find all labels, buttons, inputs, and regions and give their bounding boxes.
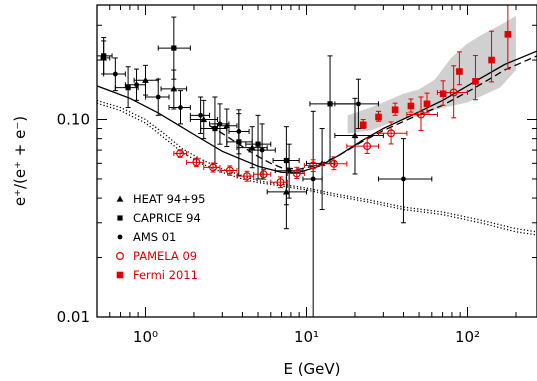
legend-item-pamela-09: PAMELA 09 [115, 249, 197, 263]
data-point [223, 122, 231, 129]
legend-item-caprice-94: CAPRICE 94 [117, 211, 201, 225]
legend-label: Fermi 2011 [133, 268, 198, 282]
data-point [255, 141, 261, 147]
data-point [423, 100, 431, 108]
data-point [375, 113, 382, 121]
data-point [472, 78, 479, 85]
legend-marker [116, 195, 124, 202]
legend-label: CAPRICE 94 [133, 211, 201, 225]
y-tick-label: 0.10 [57, 111, 90, 129]
x-axis-title: E (GeV) [283, 360, 340, 378]
model-curve-solid-0 [97, 50, 537, 174]
model-uncertainty-band [347, 15, 517, 134]
data-point [401, 176, 406, 182]
data-point [198, 112, 204, 118]
series-fermi-2011 [359, 5, 512, 130]
y-tick-label: 0.01 [57, 308, 90, 326]
legend-label: HEAT 94+95 [133, 192, 205, 206]
data-point [292, 169, 301, 178]
data-point [112, 71, 118, 77]
data-point [391, 106, 399, 114]
x-tick-label: 10² [455, 328, 480, 346]
data-point [170, 85, 178, 92]
x-tick-label: 10⁰ [133, 328, 158, 346]
series-ams-01 [103, 57, 433, 317]
x-tick-label: 10¹ [294, 328, 319, 346]
legend-label: AMS 01 [133, 230, 176, 244]
data-point [225, 166, 234, 175]
legend-marker [117, 215, 123, 221]
data-point [407, 102, 415, 110]
series-caprice-94 [97, 16, 356, 206]
data-point [200, 116, 208, 123]
data-point [134, 82, 139, 88]
model-curve-dashed-1 [209, 55, 537, 170]
legend-item-fermi-2011: Fermi 2011 [116, 268, 198, 282]
data-point [192, 158, 201, 167]
data-point [329, 159, 338, 168]
data-point [125, 85, 131, 91]
data-point [456, 68, 463, 75]
data-point [309, 161, 318, 170]
data-point [355, 101, 361, 107]
model-curve-layer [97, 50, 537, 236]
data-point [176, 149, 185, 158]
data-point [142, 76, 149, 83]
data-point [209, 163, 218, 172]
data-point [283, 157, 289, 164]
data-point [416, 110, 425, 119]
legend-marker [115, 252, 124, 261]
series-pamela-09 [173, 65, 469, 189]
y-axis-title: e⁺/(e⁺ + e⁻) [11, 116, 29, 206]
data-point [488, 56, 495, 64]
model-curve-dotted-2 [97, 99, 537, 233]
data-point [504, 31, 512, 38]
data-point [439, 90, 447, 98]
data-point [217, 121, 223, 127]
data-point [259, 147, 265, 153]
data-point [387, 129, 396, 138]
model-curve-dotted-3 [97, 102, 537, 236]
data-point [248, 144, 256, 151]
legend-label: PAMELA 09 [133, 249, 197, 263]
data-point [236, 129, 242, 134]
legend-marker [116, 271, 124, 279]
legend-marker [117, 234, 123, 240]
data-point [327, 101, 333, 107]
data-point [276, 178, 285, 187]
data-point [242, 172, 251, 181]
data-point [212, 125, 218, 132]
data-point [178, 105, 183, 110]
data-point [259, 170, 268, 179]
data-point [449, 88, 458, 97]
legend: HEAT 94+95 CAPRICE 94 AMS 01 PAMELA 09 Fermi… [115, 192, 205, 282]
data-point [310, 176, 316, 182]
model-band-layer [347, 15, 517, 134]
data-point [351, 132, 359, 139]
plot-frame [96, 4, 537, 318]
data-points-layer [97, 5, 512, 317]
legend-item-heat-94-95: HEAT 94+95 [116, 192, 205, 206]
data-point [363, 142, 372, 151]
data-point [359, 121, 367, 129]
data-point [155, 94, 161, 100]
axis-ticks: 10⁰ 10¹ 10² 0.01 0.10 [57, 5, 537, 346]
legend-item-ams-01: AMS 01 [117, 230, 176, 244]
data-point [286, 168, 292, 174]
data-point [101, 53, 107, 59]
data-point [171, 45, 177, 51]
